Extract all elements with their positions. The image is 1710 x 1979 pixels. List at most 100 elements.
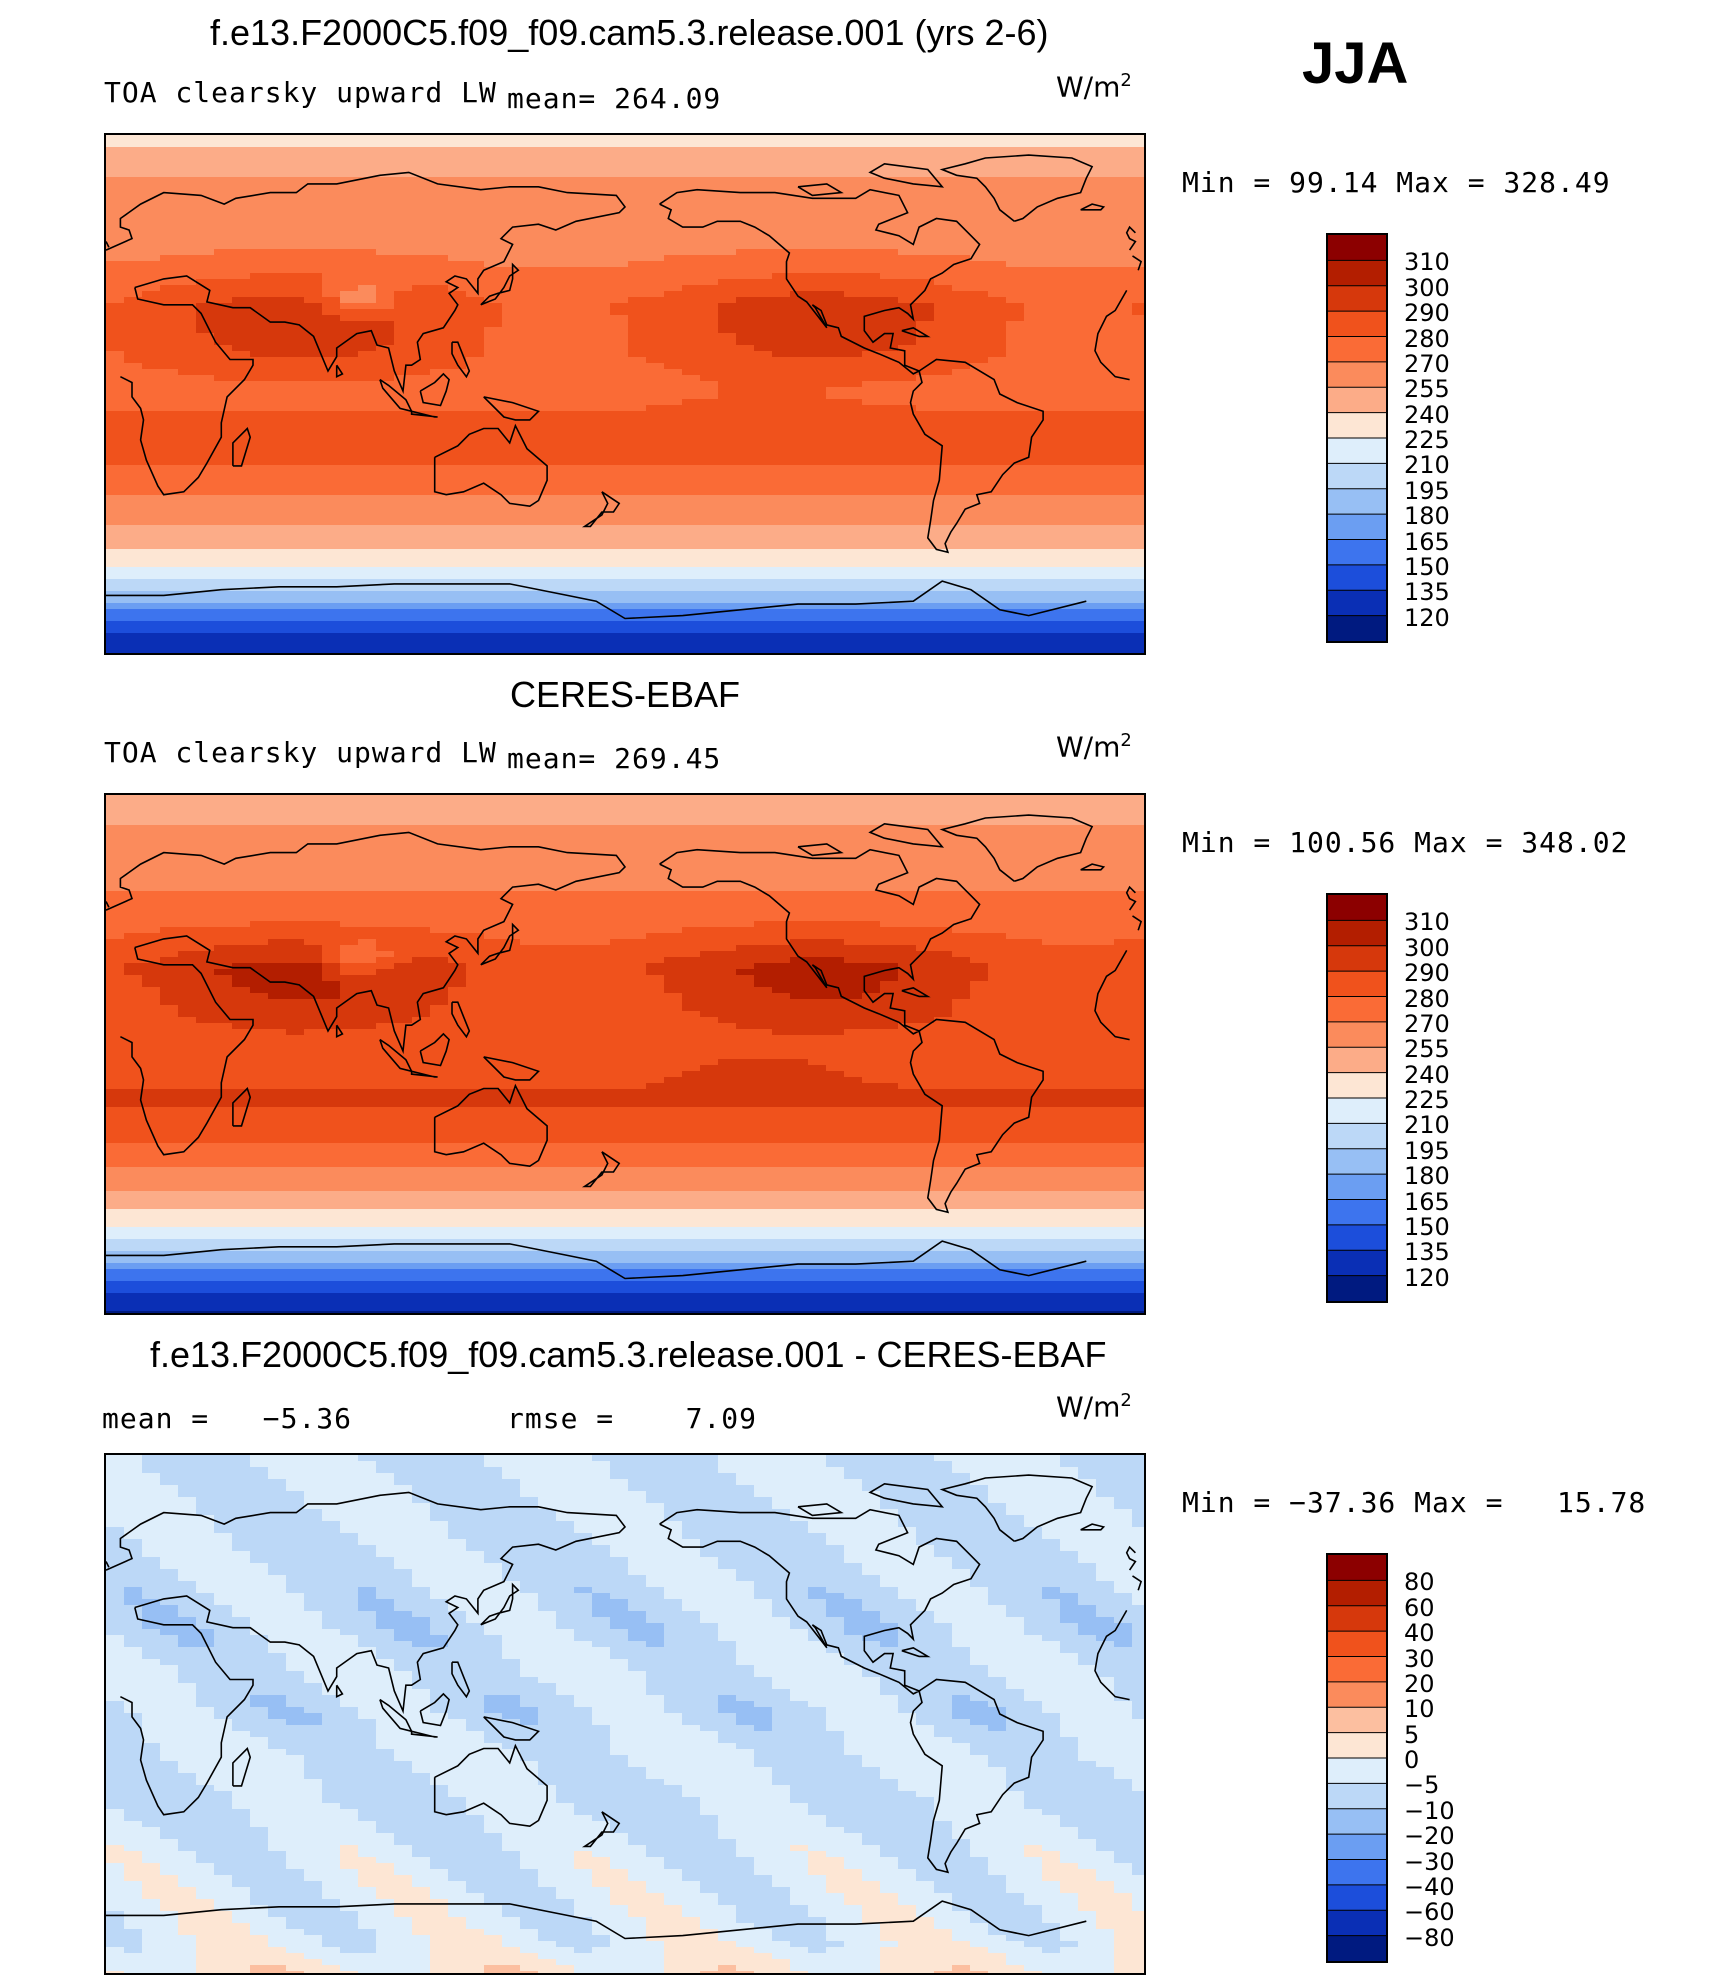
colorbar-swatch	[1328, 971, 1386, 997]
colorbar-swatch	[1328, 1910, 1386, 1937]
colorbar-swatch	[1328, 1555, 1386, 1581]
coastline	[483, 396, 540, 421]
coastline	[232, 1087, 252, 1127]
colorbar-swatch	[1328, 463, 1386, 490]
coastline	[480, 922, 520, 966]
colorbar-swatch	[1328, 488, 1386, 515]
coastline	[480, 1582, 520, 1626]
colorbar-swatch	[1328, 1758, 1386, 1784]
coastline	[901, 986, 931, 998]
panel-2-mean: mean= 269.45	[507, 742, 722, 775]
colorbar-tick-label: 165	[1404, 1187, 1450, 1216]
coastline	[106, 171, 627, 395]
colorbar-tick-label: 290	[1404, 959, 1450, 988]
coastline	[419, 1032, 450, 1067]
antarctica-coastline	[106, 580, 1087, 620]
coastline	[451, 1661, 471, 1699]
colorbar-tick-label: 270	[1404, 1009, 1450, 1038]
coastline	[335, 1024, 344, 1038]
colorbar-tick-label: −10	[1404, 1796, 1455, 1825]
colorbar-tick-label: 165	[1404, 527, 1450, 556]
colorbar-swatch	[1328, 1021, 1386, 1048]
coastline	[451, 1001, 471, 1039]
colorbar-swatch	[1328, 311, 1386, 337]
colorbar-swatch	[1328, 235, 1386, 261]
coastline	[106, 901, 110, 908]
colorbar-tick-label: 120	[1404, 603, 1450, 632]
colorbar-tick-label: −30	[1404, 1847, 1455, 1876]
colorbar-tick-label: 255	[1404, 1035, 1450, 1064]
panel-1-minmax: Min = 99.14 Max = 328.49	[1182, 166, 1611, 199]
colorbar-tick-label: 290	[1404, 299, 1450, 328]
coastline	[335, 1684, 344, 1698]
colorbar-tick-label: 0	[1404, 1746, 1420, 1774]
colorbar-tick-label: 225	[1404, 426, 1450, 454]
panel-3-title: f.e13.F2000C5.f09_f09.cam5.3.release.001…	[150, 1334, 1107, 1375]
colorbar-swatch	[1328, 1174, 1386, 1200]
colorbar-tick-label: 195	[1404, 476, 1450, 505]
colorbar-swatch	[1328, 996, 1386, 1023]
colorbar-swatch	[1328, 514, 1386, 540]
coastline	[1132, 255, 1143, 271]
coastline	[335, 364, 344, 378]
coastline	[1094, 1610, 1130, 1701]
panel-1-mean: mean= 264.09	[507, 82, 722, 115]
colorbar-swatch	[1328, 1199, 1386, 1226]
coastline	[410, 1730, 438, 1738]
colorbar-swatch	[1328, 387, 1386, 414]
colorbar-tick-label: 195	[1404, 1136, 1450, 1165]
colorbar-swatch	[1328, 1783, 1386, 1810]
coastline	[581, 1151, 621, 1188]
colorbar-tick-label: 150	[1404, 552, 1450, 581]
panel-1-variable-label: TOA clearsky upward LW	[104, 76, 497, 109]
coastline	[120, 947, 254, 1156]
panel-2-variable-label: TOA clearsky upward LW	[104, 736, 497, 769]
coastline	[120, 287, 254, 496]
colorbar-tick-label: 30	[1404, 1644, 1435, 1673]
coastline	[1125, 885, 1137, 911]
colorbar-tick-label: −20	[1404, 1822, 1455, 1851]
coastline	[1080, 203, 1106, 211]
panel-2-map	[104, 793, 1146, 1315]
coastline	[1094, 290, 1130, 381]
colorbar-swatch	[1328, 1148, 1386, 1175]
colorbar-tick-label: 60	[1404, 1593, 1435, 1622]
coastline	[106, 1561, 110, 1568]
coastline	[106, 1491, 627, 1715]
colorbar-swatch	[1328, 1732, 1386, 1759]
coastline	[232, 427, 252, 467]
colorbar-tick-label: 135	[1404, 578, 1450, 607]
coastline	[939, 814, 1094, 883]
colorbar-tick-label: 255	[1404, 375, 1450, 404]
coastline	[1132, 915, 1143, 931]
colorbar-swatch	[1328, 336, 1386, 363]
colorbar-swatch	[1328, 920, 1386, 947]
panel-3-rmse: rmse = 7.09	[507, 1402, 758, 1435]
colorbar-swatch	[1328, 1884, 1386, 1911]
colorbar-swatch	[1328, 260, 1386, 287]
colorbar-tick-label: −80	[1404, 1923, 1455, 1952]
colorbar-swatch	[1328, 1123, 1386, 1150]
colorbar-tick-label: 225	[1404, 1086, 1450, 1114]
coastline	[1080, 863, 1106, 871]
colorbar-tick-label: 280	[1404, 984, 1450, 1013]
panel-3-minmax: Min = −37.36 Max = 15.78	[1182, 1486, 1647, 1519]
colorbar-tick-label: 240	[1404, 400, 1450, 429]
coastline	[433, 1743, 548, 1828]
colorbar-swatch	[1328, 564, 1386, 591]
colorbar-tick-label: 300	[1404, 273, 1450, 302]
colorbar-swatch	[1328, 1707, 1386, 1734]
colorbar-swatch	[1328, 945, 1386, 972]
colorbar-swatch	[1328, 1580, 1386, 1607]
colorbar-tick-label: −40	[1404, 1872, 1455, 1901]
panel-2-title: CERES-EBAF	[510, 674, 741, 715]
panel-2-minmax: Min = 100.56 Max = 348.02	[1182, 826, 1629, 859]
colorbar-swatch	[1328, 615, 1386, 641]
colorbar-tick-label: 300	[1404, 933, 1450, 962]
colorbar-tick-label: 40	[1404, 1619, 1435, 1648]
coastline	[410, 410, 438, 418]
colorbar-tick-label: 150	[1404, 1212, 1450, 1241]
coastline	[106, 831, 627, 1055]
colorbar-swatch	[1328, 1656, 1386, 1683]
colorbar-swatch	[1328, 1631, 1386, 1657]
